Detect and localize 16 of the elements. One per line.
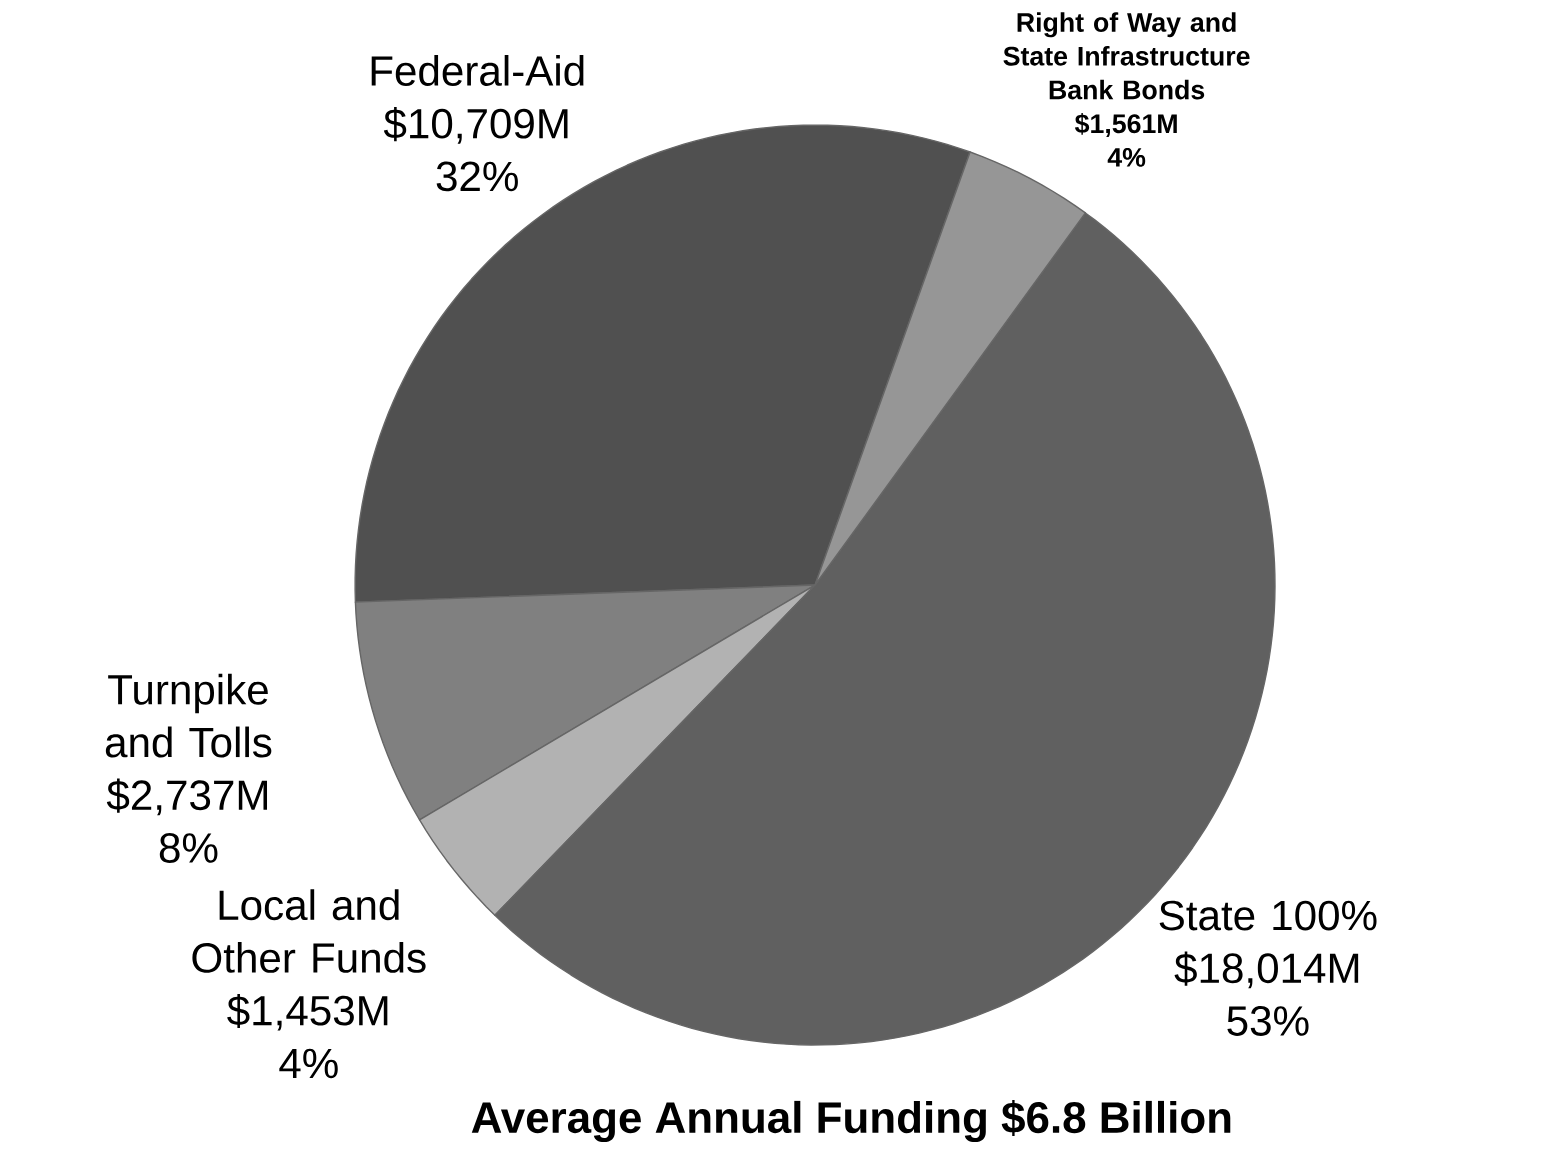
text: 8% xyxy=(159,833,218,863)
text: 53% xyxy=(1227,1006,1309,1036)
slice-label: Right of Way and State Infrastructure Bank Bonds xyxy=(1003,12,1250,100)
slice-label: Federal-Aid xyxy=(371,54,584,86)
text: 32% xyxy=(436,161,518,192)
slice-label: Local and Other Funds xyxy=(192,889,426,973)
text: 4% xyxy=(279,1048,338,1079)
slice-label: State 100% xyxy=(1159,900,1377,931)
data-label: $1,561M xyxy=(1074,113,1177,137)
data-label: $18,014M xyxy=(1174,951,1359,989)
data-label: $1,453M xyxy=(227,993,388,1031)
data-label: $2,737M xyxy=(106,778,268,816)
text: 4% xyxy=(1107,148,1146,167)
slice-label: Turnpike and Tolls xyxy=(105,673,272,758)
data-label: $10,709M xyxy=(383,107,568,144)
text: Average Annual Funding $6.8 Billion xyxy=(471,1100,1231,1143)
